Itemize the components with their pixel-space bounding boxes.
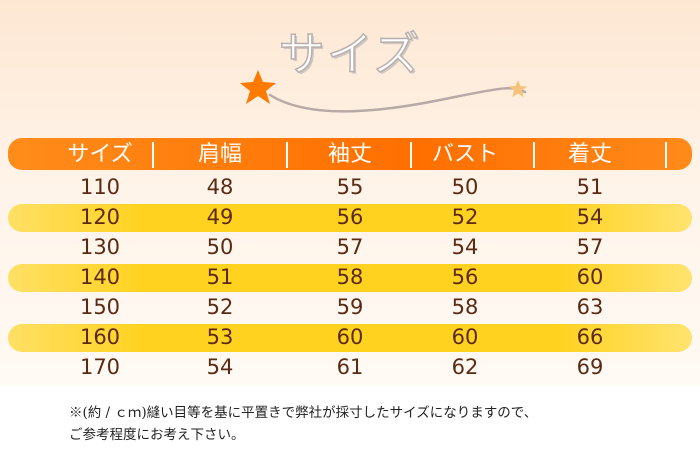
table-cell: 53 xyxy=(206,325,234,349)
table-row: 170 54 61 62 69 xyxy=(0,351,700,384)
stripe-band xyxy=(8,204,692,232)
table-cell: 57 xyxy=(576,235,604,259)
table-cell: 52 xyxy=(206,295,234,319)
table-cell: 54 xyxy=(576,205,604,229)
table-cell: 51 xyxy=(206,265,234,289)
swirl-decoration xyxy=(268,87,527,113)
table-cell: 55 xyxy=(336,175,364,199)
header-cell: 着丈 xyxy=(567,142,612,167)
table-cell: 63 xyxy=(576,295,604,319)
table-cell: 54 xyxy=(206,355,234,379)
page-title: サイズ xyxy=(278,26,422,82)
table-cell: 66 xyxy=(576,325,604,349)
table-cell: 50 xyxy=(206,235,234,259)
table-cell: 69 xyxy=(576,355,604,379)
small-star-icon xyxy=(509,80,527,97)
table-cell: 59 xyxy=(336,295,364,319)
table-row: 160 53 60 60 66 xyxy=(0,321,700,354)
table-row: 120 49 56 52 54 xyxy=(0,201,700,234)
header-divider xyxy=(410,142,412,168)
header-cell: バスト xyxy=(431,142,498,167)
header-cell: 袖丈 xyxy=(327,142,372,167)
size-note: ※(約 / ｃｍ)縫い目等を基に平置きで弊社が採寸したサイズになりますので、 ご… xyxy=(69,402,689,446)
table-cell: 61 xyxy=(336,355,364,379)
table-cell: 50 xyxy=(451,175,479,199)
table-cell: 51 xyxy=(576,175,604,199)
star-icon xyxy=(240,70,276,104)
header-cell: サイズ xyxy=(67,142,133,167)
table-row: 130 50 57 54 57 xyxy=(0,231,700,264)
table-header-row: サイズ 肩幅 袖丈 バスト 着丈 xyxy=(0,138,700,171)
header-divider xyxy=(152,142,154,168)
table-cell: 110 xyxy=(79,175,121,199)
note-line-2: ご参考程度にお考え下さい。 xyxy=(69,427,245,443)
table-cell: 170 xyxy=(79,355,121,379)
table-row: 140 51 58 56 60 xyxy=(0,261,700,294)
background-gradient xyxy=(0,0,700,385)
table-cell: 150 xyxy=(79,295,121,319)
table-cell: 120 xyxy=(79,205,121,229)
header-band xyxy=(8,138,692,170)
table-cell: 57 xyxy=(336,235,364,259)
table-cell: 60 xyxy=(451,325,479,349)
table-cell: 56 xyxy=(336,205,364,229)
table-row: 110 48 55 50 51 xyxy=(0,171,700,204)
table-cell: 140 xyxy=(79,265,121,289)
table-cell: 48 xyxy=(206,175,234,199)
table-cell: 60 xyxy=(336,325,364,349)
stripe-band xyxy=(8,264,692,292)
stripe-band xyxy=(8,324,692,352)
table-cell: 56 xyxy=(451,265,479,289)
table-row: 150 52 59 58 63 xyxy=(0,291,700,324)
header-divider xyxy=(286,142,288,168)
table-cell: 54 xyxy=(451,235,479,259)
table-cell: 60 xyxy=(576,265,604,289)
table-cell: 62 xyxy=(451,355,479,379)
header-cell: 肩幅 xyxy=(197,142,242,167)
table-cell: 58 xyxy=(336,265,364,289)
decoration xyxy=(240,70,527,113)
table-cell: 160 xyxy=(79,325,121,349)
note-line-1: ※(約 / ｃｍ)縫い目等を基に平置きで弊社が採寸したサイズになりますので、 xyxy=(69,405,538,421)
header-divider xyxy=(665,142,667,168)
header-divider xyxy=(533,142,535,168)
table-cell: 130 xyxy=(79,235,121,259)
table-cell: 49 xyxy=(206,205,234,229)
table-cell: 52 xyxy=(451,205,479,229)
table-cell: 58 xyxy=(451,295,479,319)
